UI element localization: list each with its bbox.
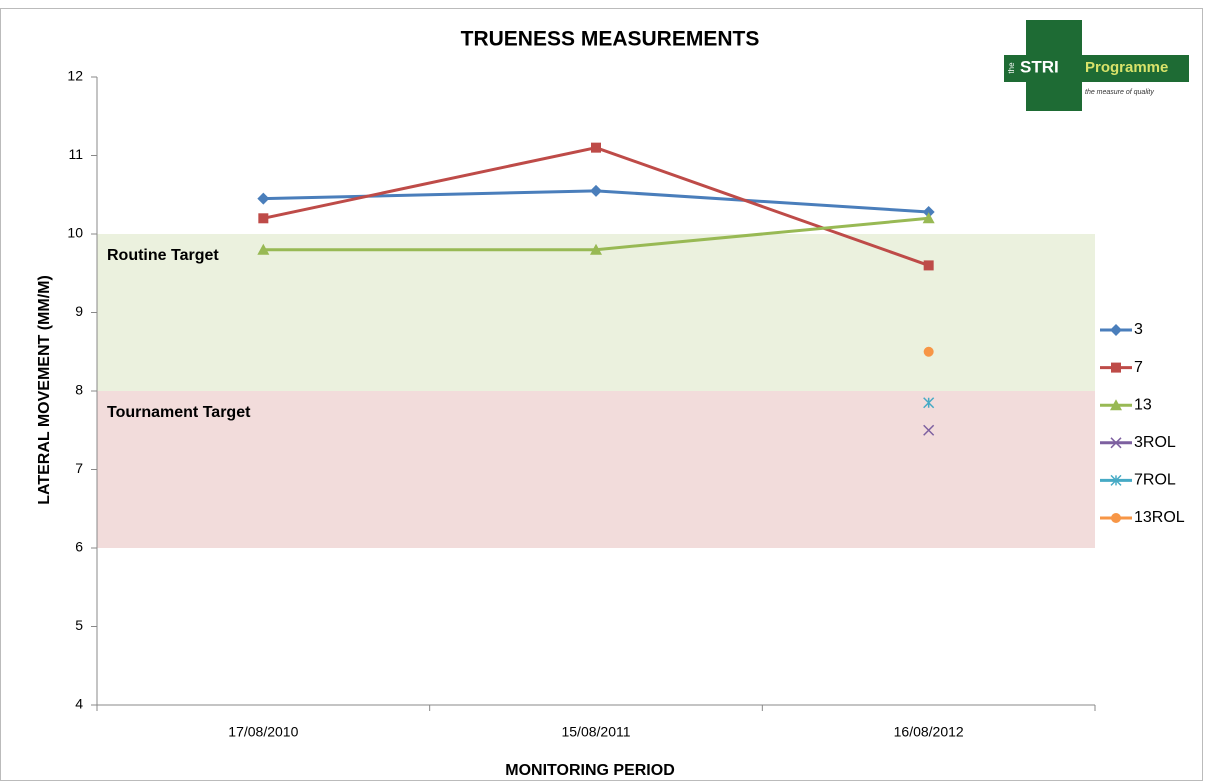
marker (923, 346, 934, 357)
marker (258, 213, 269, 224)
logo-bar (1004, 55, 1189, 82)
target-band (97, 234, 1095, 391)
legend-label: 3ROL (1134, 434, 1176, 451)
y-tick-label: 11 (68, 146, 83, 162)
marker (1110, 474, 1122, 486)
x-tick-label: 17/08/2010 (228, 724, 298, 740)
marker (1110, 324, 1122, 336)
marker (923, 260, 934, 271)
marker (922, 206, 935, 219)
legend-entry: 3ROL (1100, 434, 1176, 451)
target-band (97, 391, 1095, 548)
legend-label: 7 (1134, 359, 1143, 376)
legend-entry: 13 (1100, 396, 1152, 413)
y-axis-title: LATERAL MOVEMENT (MM/M) (36, 275, 53, 505)
marker (922, 212, 935, 224)
logo-tagline: the measure of quality (1085, 89, 1154, 96)
logo-suffix: Programme (1085, 59, 1168, 76)
legend-label: 13ROL (1134, 509, 1185, 526)
x-tick-label: 15/08/2011 (561, 724, 630, 740)
marker (1111, 362, 1121, 373)
logo-name: STRI (1020, 57, 1059, 76)
marker (257, 192, 270, 205)
legend-entry: 13ROL (1100, 509, 1185, 526)
y-tick-label: 8 (75, 382, 83, 398)
y-tick-label: 12 (67, 68, 83, 84)
chart-title: TRUENESS MEASUREMENTS (461, 28, 760, 51)
marker (923, 397, 935, 409)
logo-prefix: the (1007, 62, 1016, 74)
legend-entry: 7 (1100, 359, 1143, 376)
legend-label: 7ROL (1134, 472, 1176, 489)
y-tick-label: 5 (75, 617, 83, 633)
legend-label: 3 (1134, 321, 1143, 338)
y-tick-label: 9 (75, 303, 83, 319)
marker (1110, 399, 1122, 411)
y-tick-label: 4 (75, 696, 83, 712)
x-tick-label: 16/08/2012 (894, 724, 964, 740)
marker (1110, 437, 1122, 449)
y-tick-label: 6 (75, 539, 83, 555)
marker (1111, 513, 1121, 523)
marker (590, 184, 602, 197)
logo: the STRI Programme the measure of qualit… (1004, 20, 1189, 111)
y-tick-label: 10 (67, 225, 83, 241)
legend-label: 13 (1134, 396, 1152, 413)
legend-entry: 7ROL (1100, 472, 1176, 489)
legend-entry: 3 (1100, 321, 1143, 338)
x-axis-title: MONITORING PERIOD (505, 762, 675, 779)
marker (257, 243, 270, 255)
y-tick-label: 7 (75, 460, 83, 476)
band-label: Tournament Target (107, 404, 251, 421)
marker (923, 424, 935, 436)
marker (590, 243, 602, 255)
marker (591, 142, 601, 153)
band-label: Routine Target (107, 247, 219, 264)
